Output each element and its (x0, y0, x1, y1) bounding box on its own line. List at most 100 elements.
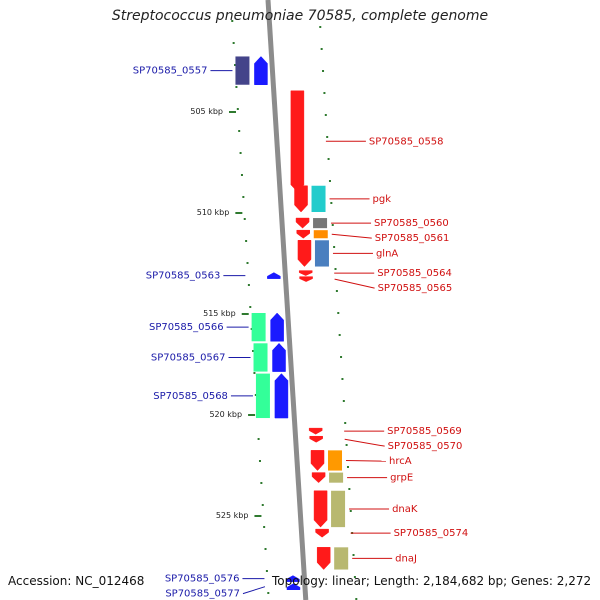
gene-arrow-glnA[interactable] (297, 240, 312, 267)
scale-tick (254, 515, 262, 517)
tick-mark (267, 592, 270, 594)
tick-mark (344, 422, 347, 424)
gene-arrow-SP70585_0565[interactable] (299, 276, 313, 282)
tick-mark (323, 92, 326, 94)
tick-mark (242, 196, 245, 198)
tick-mark (330, 202, 333, 204)
map-title: Streptococcus pneumoniae 70585, complete… (111, 8, 489, 24)
gene-label-SP70585_0564[interactable]: SP70585_0564 (377, 268, 452, 279)
tick-mark (260, 482, 263, 484)
annotation-box-SP70585_0567 (253, 343, 268, 372)
annotation-box-grpE (329, 472, 344, 483)
annotation-box-SP70585_0557 (235, 56, 250, 85)
gene-arrow-SP70585_0564[interactable] (298, 270, 313, 276)
tick-mark (331, 224, 334, 226)
tick-mark (231, 20, 234, 22)
tick-mark (263, 526, 266, 528)
annotation-box-hrcA (328, 450, 343, 471)
tick-mark (353, 576, 356, 578)
tick-mark (234, 64, 237, 66)
tick-mark (349, 510, 352, 512)
gene-arrow-SP70585_0570[interactable] (309, 435, 323, 443)
gene-arrow-SP70585_0576[interactable] (286, 575, 300, 582)
annotation-box-dnaJ (334, 547, 349, 570)
gene-label-glnA[interactable]: glnA (376, 248, 398, 259)
tick-mark (319, 26, 322, 28)
gene-arrow-dnaK[interactable] (313, 490, 328, 528)
tick-mark (238, 130, 241, 132)
tick-mark (348, 488, 351, 490)
tick-mark (341, 378, 344, 380)
tick-mark (246, 262, 249, 264)
tick-mark (340, 356, 343, 358)
gene-label-SP70585_0557[interactable]: SP70585_0557 (133, 66, 208, 77)
leader-line-SP70585_0561 (331, 233, 372, 239)
genome-summary-text: Topology: linear; Length: 2,184,682 bp; … (272, 574, 592, 588)
gene-arrow-pgk[interactable] (294, 185, 308, 213)
gene-label-SP70585_0576[interactable]: SP70585_0576 (165, 574, 240, 585)
tick-mark (239, 152, 242, 154)
gene-label-SP70585_0577[interactable]: SP70585_0577 (165, 589, 240, 600)
tick-mark (253, 372, 256, 374)
gene-label-SP70585_0568[interactable]: SP70585_0568 (153, 391, 228, 402)
gene-arrow-SP70585_0557[interactable] (254, 56, 268, 85)
leader-line-SP70585_0577 (242, 586, 266, 595)
gene-label-SP70585_0566[interactable]: SP70585_0566 (149, 322, 224, 333)
annotation-box-SP70585_0566 (251, 313, 266, 342)
scale-tick (248, 414, 256, 416)
gene-arrow-SP70585_0560[interactable] (295, 217, 310, 229)
scale-label: 510 kbp (197, 208, 230, 217)
tick-mark (326, 136, 329, 138)
annotation-box-SP70585_0568 (255, 373, 270, 419)
annotation-box-dnaK (331, 490, 346, 528)
gene-arrow-SP70585_0569[interactable] (308, 427, 323, 435)
gene-arrow-SP70585_0574[interactable] (315, 528, 329, 538)
tick-mark (249, 306, 252, 308)
tick-mark (355, 598, 358, 600)
gene-arrow-SP70585_0567[interactable] (272, 342, 286, 372)
gene-label-SP70585_0570[interactable]: SP70585_0570 (388, 441, 463, 452)
gene-label-dnaK[interactable]: dnaK (392, 504, 418, 515)
annotation-box-SP70585_0561 (313, 230, 328, 239)
tick-mark (232, 42, 235, 44)
gene-label-SP70585_0565[interactable]: SP70585_0565 (378, 283, 453, 294)
tick-mark (346, 466, 349, 468)
gene-arrow-hrcA[interactable] (310, 450, 325, 471)
tick-mark (335, 290, 338, 292)
tick-mark (235, 86, 238, 88)
gene-arrow-SP70585_0561[interactable] (296, 229, 311, 239)
tick-mark (338, 334, 341, 336)
scale-tick (228, 111, 236, 113)
gene-arrow-SP70585_0568[interactable] (274, 373, 289, 419)
gene-label-dnaJ[interactable]: dnaJ (395, 553, 417, 564)
gene-label-SP70585_0558[interactable]: SP70585_0558 (369, 136, 444, 147)
tick-mark (337, 312, 340, 314)
tick-mark (247, 284, 250, 286)
gene-label-hrcA[interactable]: hrcA (389, 456, 412, 467)
scale-tick (235, 212, 243, 214)
gene-arrow-SP70585_0558[interactable] (290, 90, 305, 193)
gene-label-SP70585_0563[interactable]: SP70585_0563 (146, 271, 221, 282)
gene-label-SP70585_0567[interactable]: SP70585_0567 (151, 352, 226, 363)
gene-label-grpE[interactable]: grpE (390, 473, 413, 484)
gene-arrow-SP70585_0577[interactable] (286, 583, 301, 590)
gene-arrow-grpE[interactable] (311, 472, 326, 484)
gene-label-pgk[interactable]: pgk (373, 194, 392, 205)
tick-mark (324, 114, 327, 116)
gene-label-SP70585_0569[interactable]: SP70585_0569 (387, 426, 462, 437)
scale-label: 515 kbp (203, 309, 236, 318)
tick-mark (320, 48, 323, 50)
gene-label-SP70585_0561[interactable]: SP70585_0561 (375, 233, 450, 244)
tick-mark (334, 268, 337, 270)
gene-arrow-SP70585_0563[interactable] (267, 272, 281, 279)
gene-arrow-dnaJ[interactable] (316, 547, 331, 570)
tick-mark (240, 174, 243, 176)
genome-backbone (265, 0, 309, 600)
leader-line-hrcA (346, 459, 387, 462)
gene-label-SP70585_0574[interactable]: SP70585_0574 (394, 528, 469, 539)
tick-mark (257, 438, 260, 440)
scale-tick (241, 313, 249, 315)
gene-label-SP70585_0560[interactable]: SP70585_0560 (374, 218, 449, 229)
tick-mark (264, 548, 267, 550)
gene-arrow-SP70585_0566[interactable] (270, 312, 284, 342)
